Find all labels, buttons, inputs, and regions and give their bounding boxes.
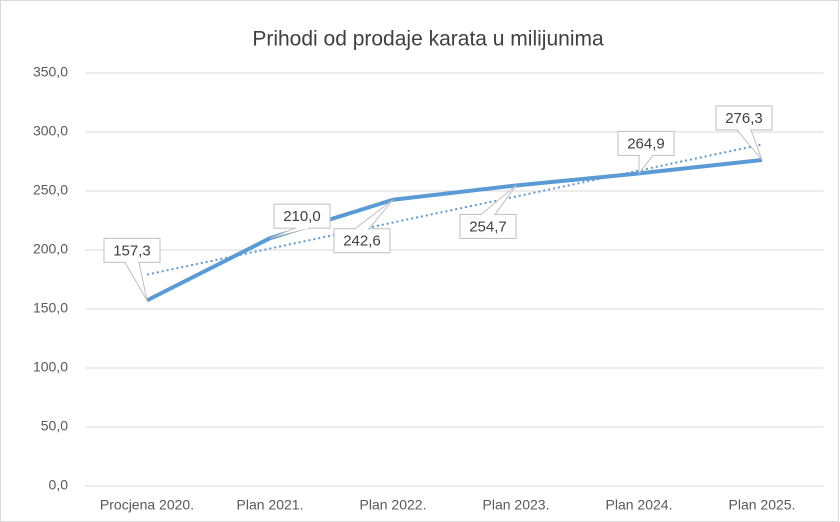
data-label-box bbox=[273, 203, 331, 229]
data-label-box bbox=[617, 130, 675, 156]
data-label: 210,0 bbox=[283, 208, 321, 225]
data-label-box bbox=[333, 228, 391, 254]
data-label-box bbox=[103, 237, 161, 263]
x-tick-label: Procjena 2020. bbox=[100, 497, 194, 513]
y-tick-label: 150,0 bbox=[33, 300, 68, 316]
data-label: 242,6 bbox=[343, 233, 381, 250]
data-label-box bbox=[715, 105, 773, 131]
x-tick-label: Plan 2022. bbox=[360, 497, 427, 513]
x-tick-label: Plan 2023. bbox=[483, 497, 550, 513]
data-label-box bbox=[459, 213, 517, 239]
data-label: 254,7 bbox=[469, 218, 507, 235]
chart-title: Prihodi od prodaje karata u milijunima bbox=[252, 28, 604, 51]
y-tick-label: 0,0 bbox=[49, 477, 69, 493]
data-label: 264,9 bbox=[627, 135, 665, 152]
data-label: 157,3 bbox=[113, 242, 151, 259]
data-label: 276,3 bbox=[725, 110, 763, 127]
y-tick-label: 350,0 bbox=[33, 64, 68, 80]
x-tick-label: Plan 2021. bbox=[237, 497, 304, 513]
line-series bbox=[146, 157, 763, 303]
x-tick-label: Plan 2024. bbox=[606, 497, 673, 513]
y-tick-label: 300,0 bbox=[33, 123, 68, 139]
y-tick-label: 250,0 bbox=[33, 182, 68, 198]
y-tick-label: 50,0 bbox=[41, 418, 68, 434]
y-tick-label: 200,0 bbox=[33, 241, 68, 257]
y-tick-label: 100,0 bbox=[33, 359, 68, 375]
x-tick-label: Plan 2025. bbox=[729, 497, 796, 513]
